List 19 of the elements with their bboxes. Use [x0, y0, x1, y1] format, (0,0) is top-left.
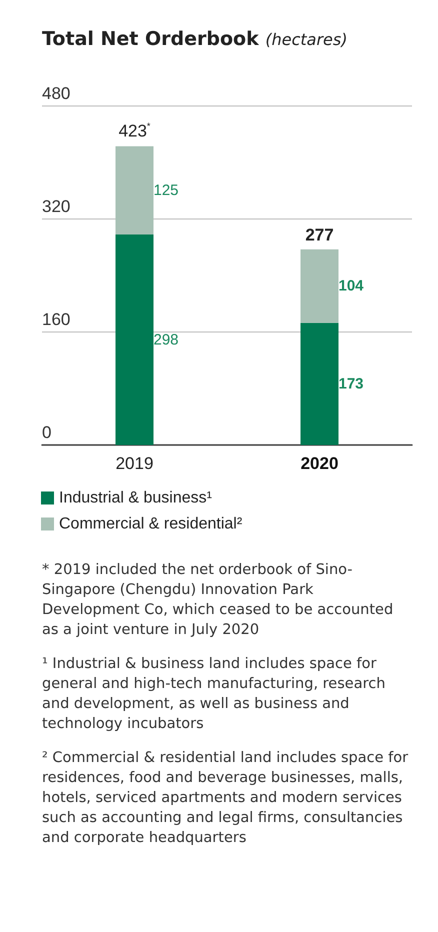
x-tick-label: 2020: [300, 454, 338, 473]
legend-label: Commercial & residential²: [59, 516, 243, 532]
y-tick-label: 160: [42, 310, 70, 329]
data-label: 104: [338, 278, 364, 295]
y-tick-label: 480: [42, 84, 70, 103]
text: * 2019 included the net orderbook of Sino-Singapore (Chengdu) Innovation Park Development Co, which ceased to be accounted as a joint venture in July 2020: [42, 561, 394, 640]
total-label: 277: [305, 225, 334, 244]
chart-title: Total Net Orderbook: [42, 28, 259, 50]
total-label: 423*: [118, 120, 151, 140]
data-label: 173: [338, 375, 364, 392]
text: ² Commercial & residential land includes space for residences, food and beverage businesses, malls, hotels, serviced apartments and modern services such as accounting and legal firms, consultancies and corporate headquarters: [42, 749, 410, 848]
chart-subtitle: (hectares): [265, 30, 348, 49]
x-tick-label: 2019: [116, 454, 154, 473]
legend-label: Industrial & business¹: [59, 490, 212, 506]
y-tick-label: 320: [42, 197, 70, 216]
y-tick-label: 0: [42, 423, 52, 442]
text: ¹ Industrial & business land includes space for general and high-tech manufacturing, research and development, as well as business and technology incubators: [42, 655, 386, 734]
data-label: 125: [154, 182, 179, 199]
data-label: 298: [154, 331, 179, 348]
